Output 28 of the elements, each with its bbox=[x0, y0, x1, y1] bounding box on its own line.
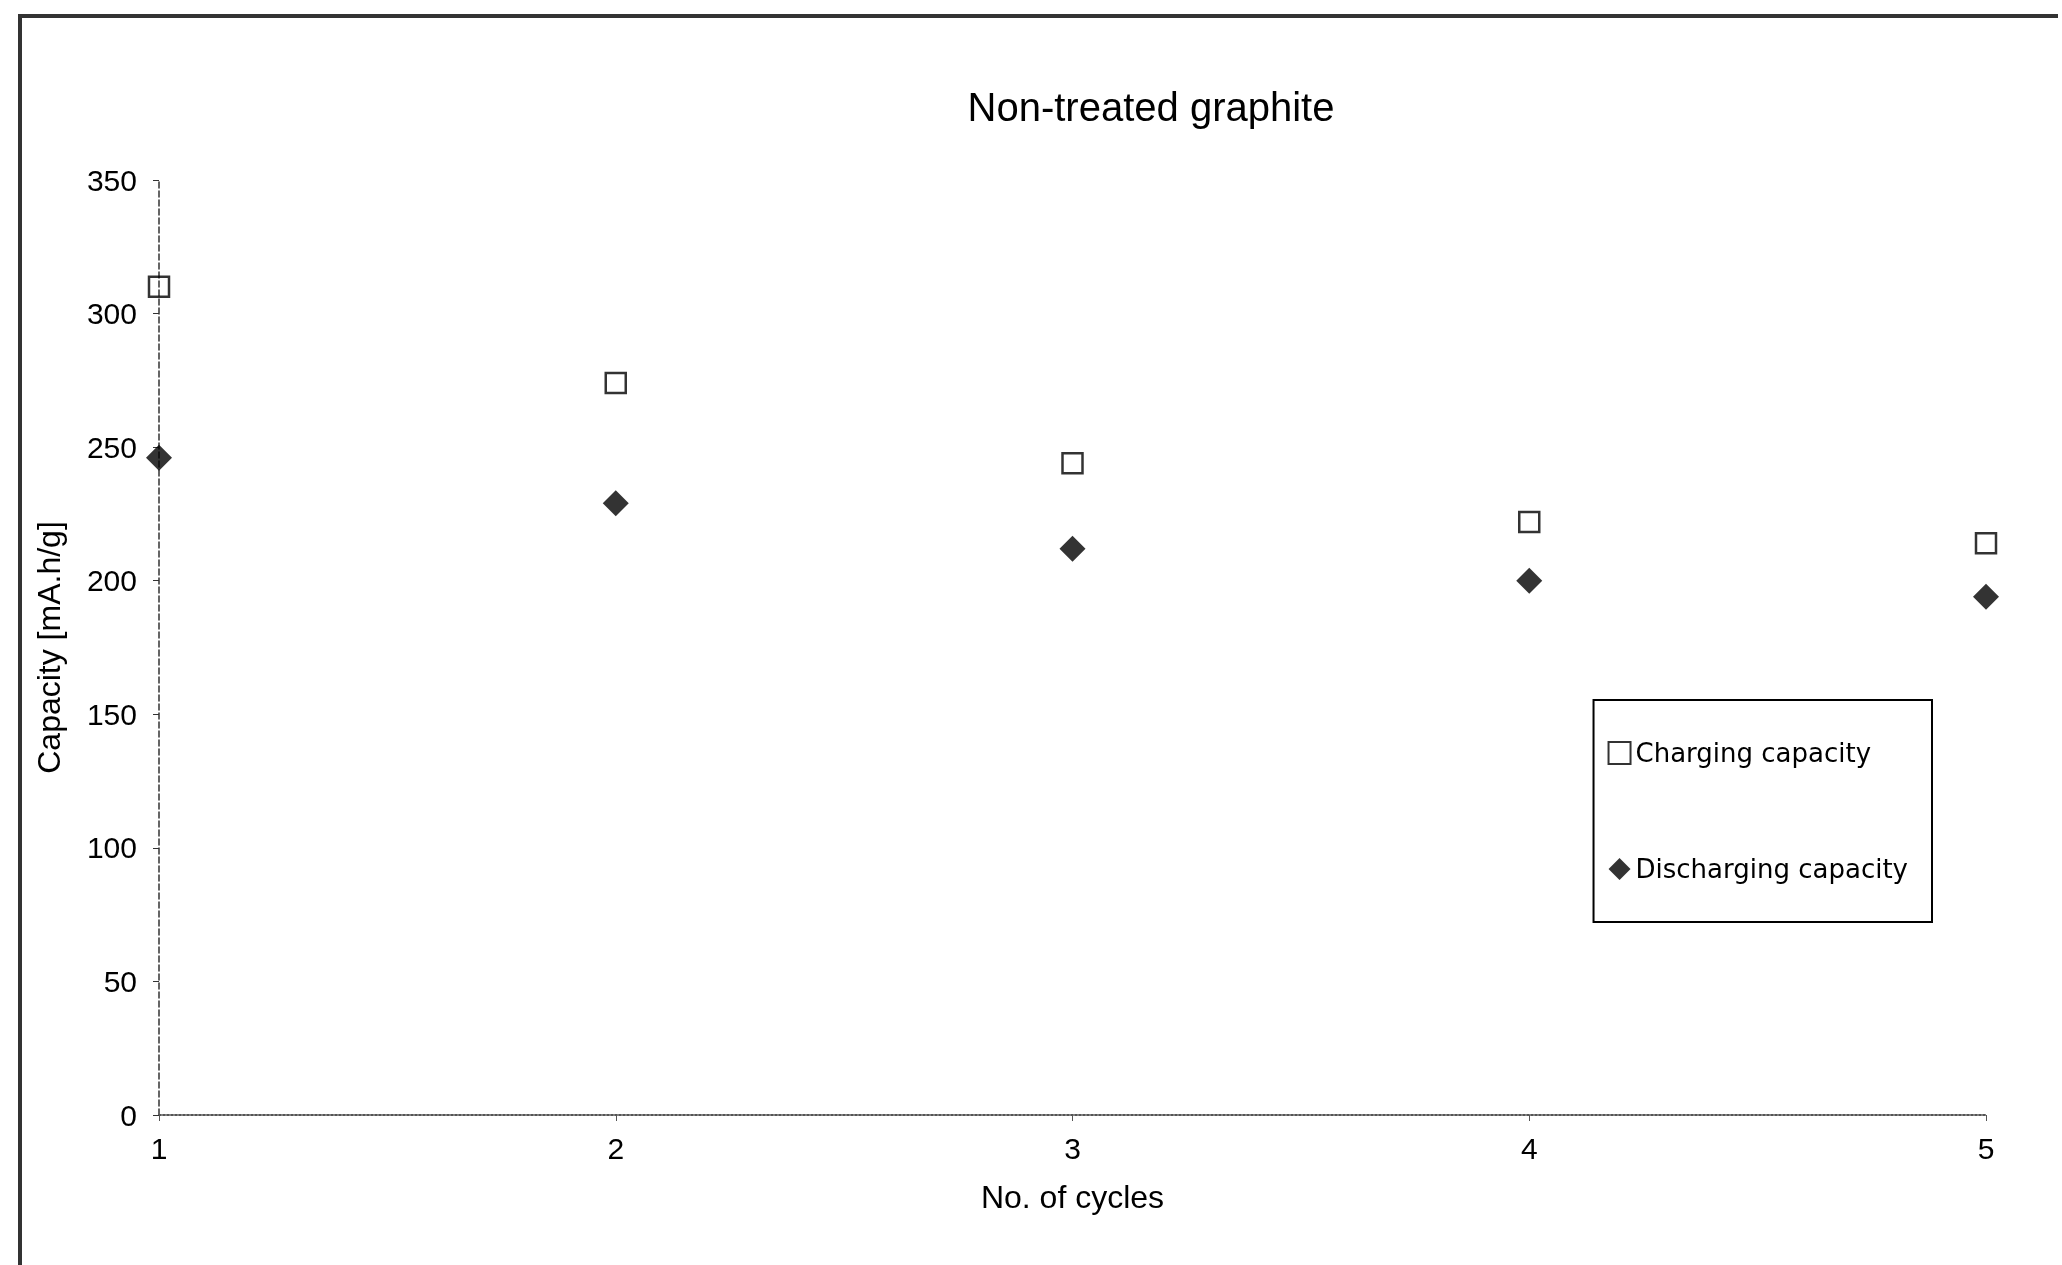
legend-label: Charging capacity bbox=[1635, 738, 1872, 768]
y-axis-title: Capacity [mA.h/g] bbox=[31, 521, 67, 774]
point bbox=[1973, 583, 1999, 610]
x-tick-label: 2 bbox=[607, 1131, 625, 1165]
point bbox=[1059, 535, 1086, 562]
point bbox=[1518, 510, 1541, 534]
y-tick-label: 300 bbox=[86, 297, 137, 331]
y-tick-label: 0 bbox=[120, 1098, 137, 1132]
point bbox=[602, 490, 629, 517]
point bbox=[147, 275, 171, 299]
point bbox=[604, 371, 627, 395]
x-tick-label: 4 bbox=[1520, 1131, 1538, 1165]
y-tick-label: 50 bbox=[103, 964, 137, 998]
y-tick-label: 200 bbox=[86, 564, 137, 598]
y-tick-label: 100 bbox=[86, 831, 137, 865]
x-tick-label: 1 bbox=[150, 1131, 168, 1165]
y-tick-label: 350 bbox=[86, 163, 137, 197]
x-axis-title: No. of cycles bbox=[980, 1179, 1165, 1215]
x-tick-label: 3 bbox=[1064, 1131, 1081, 1165]
point bbox=[1974, 532, 1998, 555]
point bbox=[1061, 451, 1084, 475]
point bbox=[146, 444, 172, 471]
chart-title: Non-treated graphite bbox=[967, 85, 1335, 129]
point bbox=[1516, 567, 1543, 594]
x-tick-label: 5 bbox=[1977, 1131, 1995, 1165]
y-tick-label: 250 bbox=[86, 430, 137, 464]
legend-label: Discharging capacity bbox=[1635, 854, 1908, 884]
y-tick-label: 150 bbox=[86, 697, 137, 731]
